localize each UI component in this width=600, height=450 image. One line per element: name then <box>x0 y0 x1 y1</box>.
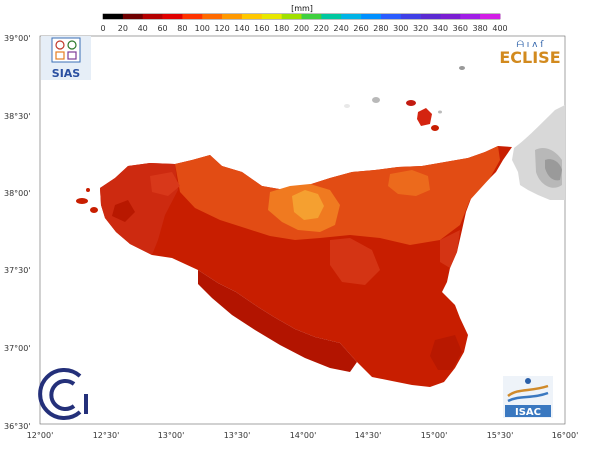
legend-swatch <box>261 14 282 19</box>
latitude-labels: 39°00' 38°30' 38°00' 37°30' 37°00' 36°30' <box>4 34 31 431</box>
latitude-label: 38°30' <box>4 112 31 121</box>
sias-logo: SIAS <box>41 36 91 80</box>
legend-tick-label: 180 <box>274 24 289 33</box>
egadi-islands <box>76 188 98 213</box>
legend-tick-label: 160 <box>254 24 269 33</box>
latitude-label: 38°00' <box>4 189 31 198</box>
isac-logo: ISAC <box>503 376 553 418</box>
legend-swatch <box>440 14 461 19</box>
legend-tick-label: 300 <box>393 24 408 33</box>
longitude-label: 13°30' <box>224 431 251 440</box>
sicily-island <box>100 146 512 387</box>
legend-tick-label: 260 <box>353 24 368 33</box>
legend-swatch <box>400 14 421 19</box>
legend-tick-label: 220 <box>314 24 329 33</box>
longitude-label: 12°30' <box>93 431 120 440</box>
legend-swatch <box>420 14 441 19</box>
legend-swatch <box>241 14 263 19</box>
legend-tick-label: 200 <box>294 24 309 33</box>
legend-swatch <box>480 14 501 19</box>
legend-swatch <box>380 14 402 19</box>
legend-tick-label: 40 <box>138 24 148 33</box>
legend-tick-label: 0 <box>100 24 105 33</box>
cnr-logo <box>38 368 88 420</box>
legend-tick-label: 100 <box>195 24 210 33</box>
aeolian-islands <box>344 66 465 131</box>
eclise-logo: ᗩ ı ᴧ ſ ECLISE <box>499 40 560 67</box>
latitude-label: 37°00' <box>4 344 31 353</box>
legend-swatch <box>222 14 243 19</box>
legend-tick-label: 60 <box>157 24 167 33</box>
legend-tick-label: 140 <box>234 24 249 33</box>
legend-swatch <box>162 14 183 19</box>
legend-tick-label: 380 <box>473 24 488 33</box>
legend-tick-label: 240 <box>334 24 349 33</box>
sias-logo-text: SIAS <box>52 67 81 80</box>
legend-unit: [mm] <box>291 4 313 13</box>
eclise-logo-text: ECLISE <box>499 48 560 67</box>
legend-swatch <box>341 14 362 19</box>
longitude-label: 15°00' <box>421 431 448 440</box>
eclise-logo-header: ᗩ ı ᴧ ſ <box>516 40 544 50</box>
legend-tick-label: 340 <box>433 24 448 33</box>
latitude-label: 39°00' <box>4 34 31 43</box>
legend-swatch <box>202 14 223 19</box>
legend-tick-label: 120 <box>214 24 229 33</box>
legend-swatch <box>103 14 124 19</box>
legend-tick-label: 320 <box>413 24 428 33</box>
legend-swatch <box>122 14 143 19</box>
legend-tick-label: 280 <box>373 24 388 33</box>
legend-swatch <box>460 14 481 19</box>
legend-tick-label: 360 <box>453 24 468 33</box>
color-legend: [mm] 0 20 40 60 80 100 120 140 160 180 200 220 240 26… <box>100 4 507 33</box>
legend-tick-label: 400 <box>492 24 507 33</box>
longitude-label: 15°30' <box>487 431 514 440</box>
legend-tick-label: 80 <box>177 24 187 33</box>
longitude-label: 13°00' <box>158 431 185 440</box>
longitude-labels: 12°00' 12°30' 13°00' 13°30' 14°00' 14°30' 15°0… <box>27 431 579 440</box>
latitude-label: 37°30' <box>4 266 31 275</box>
longitude-label: 14°30' <box>355 431 382 440</box>
latitude-label: 36°30' <box>4 422 31 431</box>
legend-swatch <box>321 14 342 19</box>
longitude-label: 16°00' <box>552 431 579 440</box>
calabria-terrain <box>512 105 565 200</box>
isac-logo-text: ISAC <box>515 407 541 418</box>
legend-tick-label: 20 <box>118 24 128 33</box>
legend-swatch <box>182 14 203 19</box>
legend-swatch <box>361 14 382 19</box>
legend-swatch <box>281 14 302 19</box>
legend-swatch <box>301 14 322 19</box>
longitude-label: 14°00' <box>290 431 317 440</box>
longitude-label: 12°00' <box>27 431 54 440</box>
legend-swatch <box>142 14 163 19</box>
